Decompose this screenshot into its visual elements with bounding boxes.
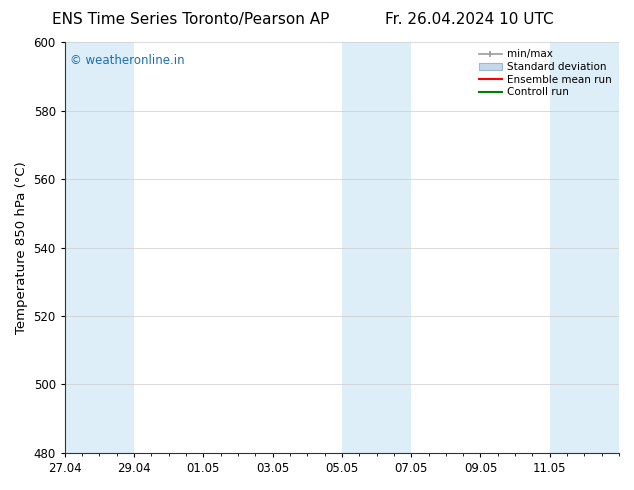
Bar <box>550 42 619 453</box>
Text: © weatheronline.in: © weatheronline.in <box>70 54 185 68</box>
Bar <box>411 42 481 453</box>
Legend: min/max, Standard deviation, Ensemble mean run, Controll run: min/max, Standard deviation, Ensemble me… <box>477 47 614 99</box>
Text: Fr. 26.04.2024 10 UTC: Fr. 26.04.2024 10 UTC <box>385 12 553 27</box>
Y-axis label: Temperature 850 hPa (°C): Temperature 850 hPa (°C) <box>15 161 28 334</box>
Bar <box>342 42 411 453</box>
Bar <box>481 42 550 453</box>
Bar <box>204 42 273 453</box>
Bar <box>134 42 204 453</box>
Text: ENS Time Series Toronto/Pearson AP: ENS Time Series Toronto/Pearson AP <box>51 12 329 27</box>
Bar <box>65 42 134 453</box>
Bar <box>273 42 342 453</box>
